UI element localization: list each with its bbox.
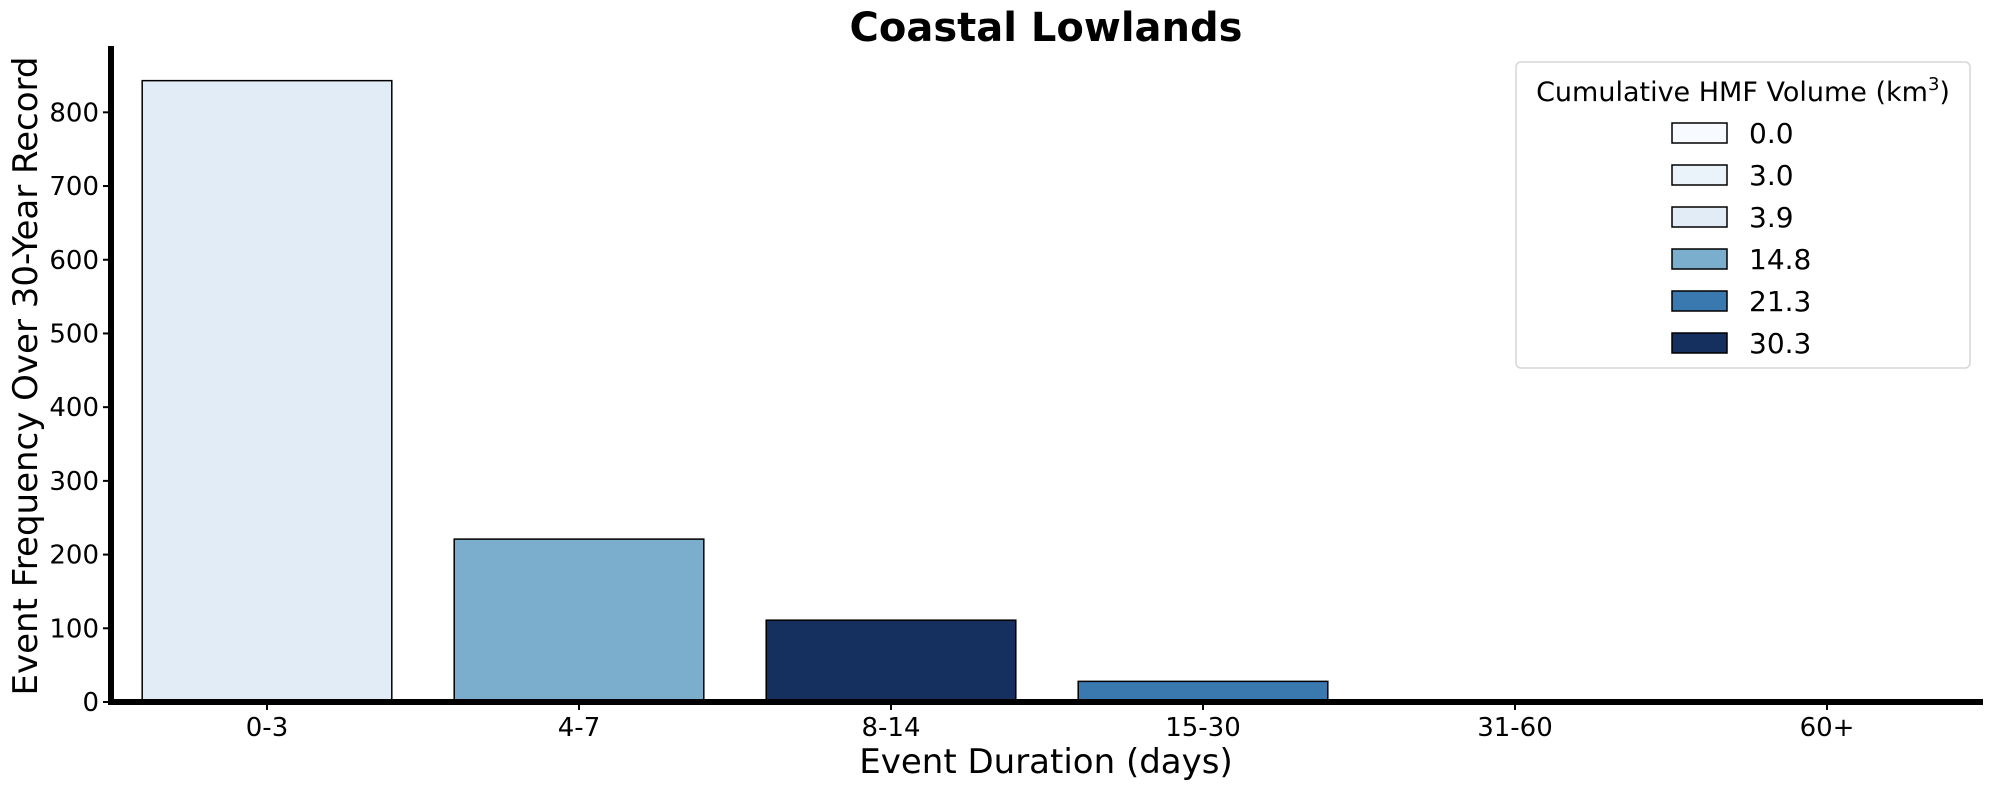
y-tick-label: 400: [49, 393, 99, 423]
legend-label: 21.3: [1749, 285, 1811, 318]
x-tick-label: 60+: [1800, 713, 1855, 743]
legend-title: Cumulative HMF Volume (km3): [1536, 74, 1950, 108]
x-tick-label: 31-60: [1477, 713, 1553, 743]
x-tick-label: 0-3: [246, 713, 288, 743]
bar-15-30: [1077, 680, 1329, 703]
x-axis-label: Event Duration (days): [859, 742, 1232, 782]
legend: Cumulative HMF Volume (km3) 0.0 3.0 3.9 14.…: [1515, 61, 1971, 369]
legend-swatch: [1671, 332, 1728, 354]
chart-title: Coastal Lowlands: [850, 5, 1243, 51]
legend-swatch: [1671, 290, 1728, 312]
y-tick-label: 0: [82, 688, 99, 718]
bars-group: [141, 79, 1329, 703]
legend-label: 0.0: [1749, 117, 1794, 150]
legend-entries: 0.0 3.0 3.9 14.8 21.3 30.3: [1671, 117, 1811, 360]
legend-frame: [1515, 61, 1971, 369]
y-tick-label: 100: [49, 614, 99, 644]
legend-label: 3.0: [1749, 159, 1794, 192]
legend-swatch: [1671, 248, 1728, 270]
y-axis: 0 100 200 300 400 500 600 700 800: [49, 46, 114, 718]
y-tick-label: 200: [49, 541, 99, 571]
y-tick-label: 800: [49, 98, 99, 128]
legend-label: 30.3: [1749, 327, 1811, 360]
y-tick-label: 500: [49, 319, 99, 349]
x-axis: 0-3 4-7 8-14 15-30 31-60 60+: [108, 699, 1983, 743]
y-axis-label: Event Frequency Over 30-Year Record: [6, 56, 46, 695]
bar-0-3: [141, 79, 393, 703]
bar-4-7: [453, 538, 705, 703]
x-tick-label: 4-7: [558, 713, 600, 743]
y-tick-label: 300: [49, 467, 99, 497]
legend-swatch: [1671, 206, 1728, 228]
x-tick-label: 15-30: [1165, 713, 1241, 743]
legend-swatch: [1671, 122, 1728, 144]
y-tick-label: 700: [49, 172, 99, 202]
x-tick-label: 8-14: [861, 713, 920, 743]
y-tick-label: 600: [49, 246, 99, 276]
legend-swatch: [1671, 164, 1728, 186]
legend-label: 3.9: [1749, 201, 1794, 234]
bar-8-14: [765, 619, 1017, 703]
legend-label: 14.8: [1749, 243, 1811, 276]
